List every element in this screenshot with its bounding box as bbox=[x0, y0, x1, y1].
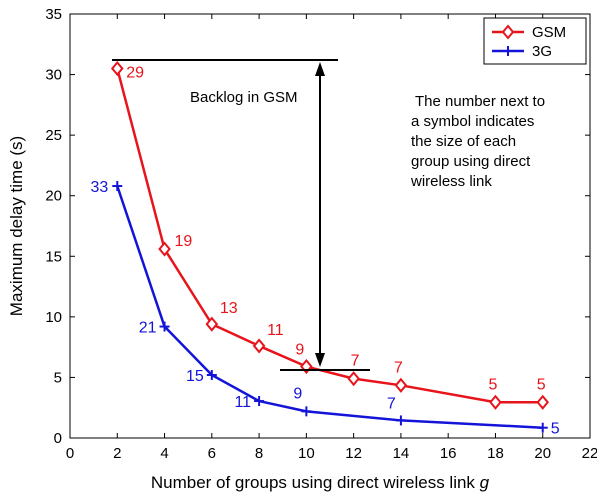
data-label: 33 bbox=[90, 179, 108, 196]
legend: GSM 3G bbox=[483, 17, 587, 65]
data-label: 19 bbox=[175, 233, 193, 250]
x-tick-label: 4 bbox=[160, 445, 168, 462]
data-label: 9 bbox=[293, 385, 302, 402]
x-tick-label: 10 bbox=[298, 445, 315, 462]
legend-label: 3G bbox=[532, 43, 552, 60]
data-label: 7 bbox=[394, 359, 403, 376]
legend-marker bbox=[501, 24, 515, 40]
data-point bbox=[395, 415, 406, 426]
note-line-4: group using direct bbox=[411, 153, 531, 170]
x-tick-label: 22 bbox=[582, 445, 597, 462]
y-tick-label: 25 bbox=[45, 127, 62, 144]
series-gsm: 29 19 13 11 9 7 7 5 5 bbox=[110, 60, 550, 410]
data-point bbox=[158, 241, 171, 257]
x-tick-label: 2 bbox=[113, 445, 121, 462]
data-label: 21 bbox=[139, 320, 157, 337]
note-line-2: a symbol indicates bbox=[411, 113, 534, 130]
legend-box bbox=[483, 17, 587, 65]
y-tick-label: 5 bbox=[54, 369, 62, 386]
backlog-label: Backlog in GSM bbox=[190, 89, 298, 106]
y-tick-label: 20 bbox=[45, 188, 62, 205]
data-point bbox=[394, 377, 408, 393]
note-line-3: the size of each bbox=[411, 133, 516, 150]
data-label: 13 bbox=[220, 300, 238, 317]
series-3g: 33 21 15 11 9 7 5 bbox=[90, 179, 559, 438]
y-axis-label: Maximum delay time (s) bbox=[7, 136, 26, 316]
legend-label: GSM bbox=[532, 24, 566, 41]
data-point bbox=[159, 321, 170, 332]
axis-layer: 0 2 4 6 8 10 12 14 16 18 20 22 0 5 10 15 20 25 30 35 bbox=[45, 6, 597, 462]
data-label: 15 bbox=[186, 368, 204, 385]
data-label: 5 bbox=[551, 421, 560, 438]
data-label: 29 bbox=[126, 65, 144, 82]
data-point bbox=[254, 396, 265, 407]
data-point bbox=[205, 316, 219, 332]
data-label: 11 bbox=[234, 394, 251, 411]
data-label: 5 bbox=[488, 376, 497, 393]
data-point bbox=[347, 371, 360, 387]
data-label: 7 bbox=[387, 395, 396, 412]
data-point bbox=[252, 338, 266, 354]
backlog-annotation: Backlog in GSM bbox=[112, 59, 370, 371]
backlog-arrow-head-top bbox=[315, 62, 325, 76]
x-tick-label: 12 bbox=[345, 445, 362, 462]
data-point bbox=[301, 406, 312, 417]
data-label: 5 bbox=[537, 376, 546, 393]
data-point bbox=[112, 181, 123, 192]
plot-layer: 29 19 13 11 9 7 7 5 5 33 21 15 11 9 7 5 bbox=[90, 60, 560, 438]
data-label: 11 bbox=[267, 322, 284, 339]
note-annotation: The number next to a symbol indicates th… bbox=[410, 93, 545, 190]
x-axis-label: Number of groups using direct wireless l… bbox=[151, 473, 490, 492]
y-tick-label: 35 bbox=[45, 6, 62, 23]
y-tick-label: 30 bbox=[45, 67, 62, 84]
x-axis-symbol: g bbox=[480, 473, 490, 492]
backlog-arrow-head-bottom bbox=[315, 353, 325, 367]
x-tick-label: 0 bbox=[66, 445, 74, 462]
data-point bbox=[206, 370, 217, 381]
note-line-1: The number next to bbox=[415, 93, 545, 110]
x-tick-label: 18 bbox=[487, 445, 504, 462]
plot-frame bbox=[69, 13, 591, 439]
data-point bbox=[489, 394, 502, 410]
data-point bbox=[536, 394, 550, 410]
data-label: 7 bbox=[351, 353, 360, 370]
x-tick-label: 6 bbox=[208, 445, 216, 462]
data-label: 9 bbox=[295, 342, 304, 359]
data-point bbox=[537, 422, 548, 433]
note-line-5: wireless link bbox=[410, 173, 492, 190]
x-tick-label: 14 bbox=[393, 445, 410, 462]
data-point bbox=[110, 60, 124, 77]
y-tick-label: 0 bbox=[54, 430, 62, 447]
x-tick-label: 20 bbox=[534, 445, 551, 462]
x-tick-label: 8 bbox=[255, 445, 263, 462]
y-tick-label: 10 bbox=[45, 309, 62, 326]
x-tick-label: 16 bbox=[440, 445, 457, 462]
y-tick-label: 15 bbox=[45, 248, 62, 265]
